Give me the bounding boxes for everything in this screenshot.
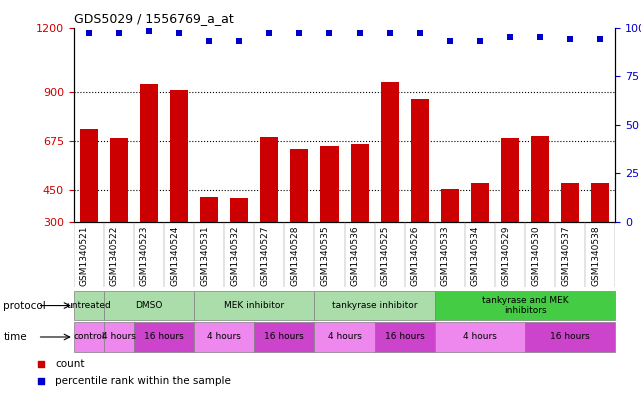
Bar (435, 291, 615, 320)
Bar (74, 322, 104, 352)
Text: untreated: untreated (67, 301, 111, 310)
Text: GSM1340522: GSM1340522 (110, 225, 119, 286)
Bar (320, 146, 338, 222)
Bar (381, 82, 399, 222)
Text: MEK inhibitor: MEK inhibitor (224, 301, 285, 310)
Bar (441, 189, 459, 222)
Bar (170, 90, 188, 222)
Bar (290, 149, 308, 222)
Text: DMSO: DMSO (135, 301, 163, 310)
Text: 4 hours: 4 hours (102, 332, 136, 342)
Bar (230, 198, 248, 222)
Bar (254, 322, 315, 352)
Bar (260, 137, 278, 222)
Text: GDS5029 / 1556769_a_at: GDS5029 / 1556769_a_at (74, 12, 233, 25)
Text: 4 hours: 4 hours (463, 332, 497, 342)
Text: GSM1340521: GSM1340521 (79, 225, 88, 286)
Text: 4 hours: 4 hours (328, 332, 362, 342)
Bar (315, 322, 374, 352)
Text: GSM1340538: GSM1340538 (591, 225, 601, 286)
Bar (562, 183, 579, 222)
Point (144, 28, 154, 35)
Text: 16 hours: 16 hours (551, 332, 590, 342)
Text: GSM1340535: GSM1340535 (320, 225, 329, 286)
Text: GSM1340531: GSM1340531 (200, 225, 209, 286)
Text: 4 hours: 4 hours (207, 332, 241, 342)
Bar (104, 291, 194, 320)
Point (565, 36, 576, 42)
Bar (531, 136, 549, 222)
Point (535, 34, 545, 40)
Text: GSM1340528: GSM1340528 (290, 225, 299, 286)
Bar (79, 129, 98, 222)
Bar (351, 144, 369, 222)
Bar (200, 197, 218, 222)
Text: count: count (55, 359, 85, 369)
Text: GSM1340533: GSM1340533 (441, 225, 450, 286)
Text: GSM1340526: GSM1340526 (411, 225, 420, 286)
Bar (591, 183, 610, 222)
Text: 16 hours: 16 hours (265, 332, 304, 342)
Point (174, 30, 184, 37)
Bar (140, 84, 158, 222)
Bar (471, 183, 489, 222)
Point (113, 30, 124, 37)
Point (475, 38, 485, 44)
Bar (374, 322, 435, 352)
Text: GSM1340527: GSM1340527 (260, 225, 269, 286)
Text: GSM1340537: GSM1340537 (562, 225, 570, 286)
Bar (74, 291, 104, 320)
Bar (134, 322, 194, 352)
Point (324, 30, 335, 37)
Point (354, 30, 365, 37)
Bar (110, 138, 128, 222)
Point (385, 30, 395, 37)
Text: percentile rank within the sample: percentile rank within the sample (55, 376, 231, 386)
Text: tankyrase and MEK
inhibitors: tankyrase and MEK inhibitors (482, 296, 569, 315)
Text: control: control (73, 332, 104, 342)
Bar (501, 138, 519, 222)
Bar (435, 322, 525, 352)
Point (415, 30, 425, 37)
Point (294, 30, 304, 37)
Text: GSM1340529: GSM1340529 (501, 225, 510, 286)
Bar (104, 322, 134, 352)
Point (445, 38, 455, 44)
Point (234, 38, 244, 44)
Text: time: time (3, 332, 27, 342)
Text: 16 hours: 16 hours (385, 332, 424, 342)
Point (83, 30, 94, 37)
Bar (194, 322, 254, 352)
Bar (315, 291, 435, 320)
Text: 16 hours: 16 hours (144, 332, 184, 342)
Text: GSM1340536: GSM1340536 (351, 225, 360, 286)
Point (36, 378, 46, 384)
Bar (194, 291, 315, 320)
Text: tankyrase inhibitor: tankyrase inhibitor (332, 301, 417, 310)
Text: GSM1340530: GSM1340530 (531, 225, 540, 286)
Text: protocol: protocol (3, 301, 46, 310)
Point (505, 34, 515, 40)
Point (36, 361, 46, 367)
Text: GSM1340534: GSM1340534 (471, 225, 480, 286)
Point (595, 36, 606, 42)
Bar (411, 99, 429, 222)
Text: GSM1340532: GSM1340532 (230, 225, 239, 286)
Text: GSM1340524: GSM1340524 (170, 225, 179, 286)
Text: GSM1340525: GSM1340525 (381, 225, 390, 286)
Text: GSM1340523: GSM1340523 (140, 225, 149, 286)
Point (264, 30, 274, 37)
Bar (525, 322, 615, 352)
Point (204, 38, 214, 44)
